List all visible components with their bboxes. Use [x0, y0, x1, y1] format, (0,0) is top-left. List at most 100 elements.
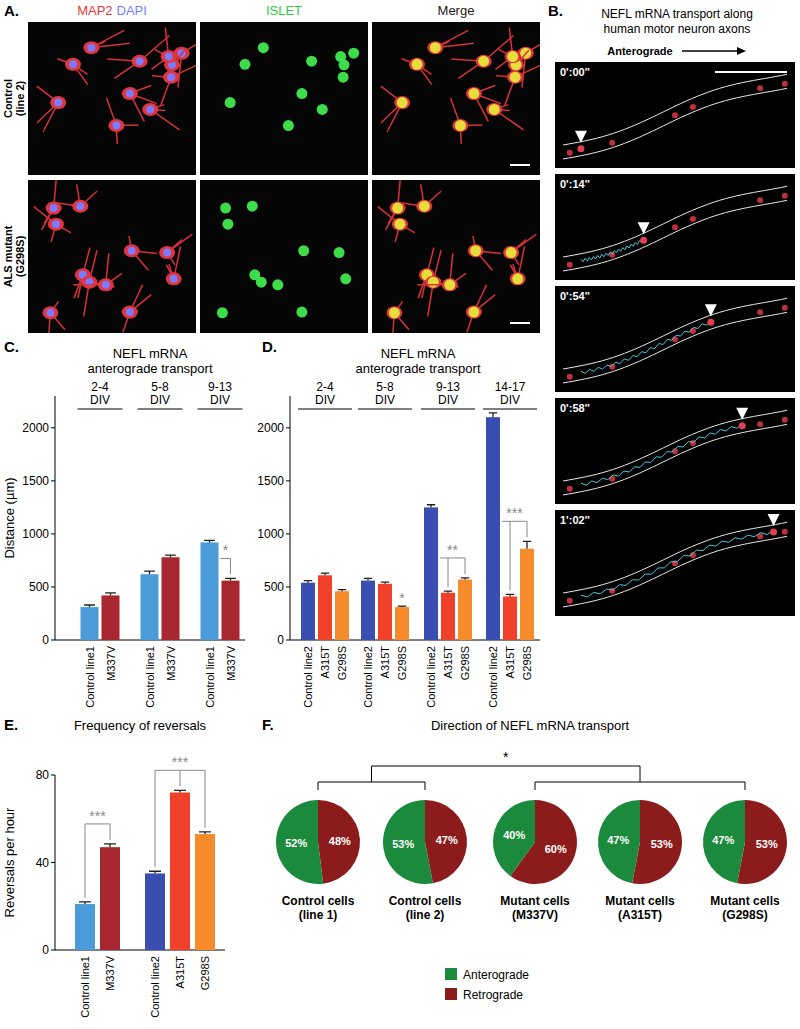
axon-outline: [563, 74, 787, 145]
micrograph: [28, 180, 196, 333]
axon-outline: [563, 536, 787, 607]
significance-drop: [527, 521, 528, 537]
significance: *: [399, 590, 405, 606]
video-frame: [555, 286, 795, 392]
legend-swatch: [445, 968, 457, 980]
bar-label-text: Control line2: [487, 646, 499, 708]
group-header: DIV: [90, 393, 110, 407]
error-bar: [338, 590, 346, 592]
significance-drop: [155, 770, 156, 867]
micrograph-background: [372, 22, 540, 175]
bar-label-text: M337V: [225, 645, 237, 681]
pie-slice: [425, 800, 467, 883]
group-header: DIV: [438, 393, 458, 407]
group-header-rule: [421, 409, 475, 410]
significance-drop: [230, 558, 231, 574]
group-header-rule: [298, 409, 352, 410]
y-axis-title-text: Reversals per hour: [2, 807, 17, 917]
error-bar: [461, 578, 469, 580]
video-frame: [555, 174, 795, 280]
cell-body: [425, 276, 441, 289]
group-header: 5-8: [376, 380, 394, 394]
bar: [222, 581, 240, 640]
nucleus: [256, 277, 267, 288]
y-tick-label: 2000: [22, 421, 49, 435]
panel-label: C.: [4, 338, 19, 355]
nucleus: [225, 97, 236, 108]
arrowhead-marker: [768, 514, 780, 526]
error-bar: [225, 578, 236, 580]
y-tick-label: 1500: [257, 474, 284, 488]
bar-label: G298S: [459, 646, 471, 680]
legend-swatch: [445, 988, 457, 1000]
group-header: 5-8: [151, 380, 169, 394]
bar-label: M337V: [225, 645, 237, 681]
row-label-line: (G298S): [14, 235, 26, 277]
nucleus: [512, 273, 523, 284]
mrna-granule: [567, 150, 573, 156]
bar: [100, 847, 120, 950]
group-header: DIV: [210, 393, 230, 407]
cell-body: [161, 50, 177, 63]
y-tick: [51, 862, 55, 863]
bar: [424, 507, 438, 640]
mrna-granule: [757, 197, 763, 203]
pie-name: (M337V): [512, 908, 558, 922]
y-tick: [286, 586, 290, 587]
significance-drop: [465, 558, 466, 574]
nucleus: [52, 220, 60, 228]
cell-body: [142, 103, 158, 116]
bar-label-text: Control line2: [362, 646, 374, 708]
error-bar: [364, 578, 372, 580]
significance-drop: [640, 766, 641, 782]
nucleus: [126, 308, 134, 316]
direction-arrowhead: [737, 47, 746, 55]
significance-label: *: [503, 749, 509, 765]
nucleus: [87, 44, 95, 52]
bar-label-text: Control line1: [204, 646, 216, 708]
slice-label: 53%: [756, 838, 778, 850]
pie-slice: [383, 800, 433, 884]
pie-name: (line 2): [406, 908, 445, 922]
error-bar: [444, 591, 452, 593]
bar-label: A315T: [379, 646, 391, 679]
significance-drop: [318, 782, 319, 790]
axon-outline: [563, 88, 787, 159]
panel-label: F.: [262, 716, 274, 733]
micrograph-background: [28, 180, 196, 333]
nucleus: [165, 53, 173, 61]
pie-name: Control cells: [389, 894, 462, 908]
nucleus: [272, 279, 283, 290]
bar-label-text: G298S: [199, 956, 211, 990]
y-tick: [51, 586, 55, 587]
tracked-granule: [739, 422, 746, 429]
timestamp: 0':14'': [560, 178, 590, 190]
slice-label: 60%: [545, 843, 567, 855]
cell-body: [427, 41, 443, 54]
legend-label: Retrograde: [463, 988, 523, 1002]
bar-label-text: G298S: [459, 646, 471, 680]
bar-label-text: Control line1: [84, 646, 96, 708]
track-trail: [581, 424, 742, 485]
column-header: MAP2DAPI: [77, 3, 147, 18]
error-bar: [489, 413, 497, 417]
cell-body: [65, 58, 81, 71]
bar-label: Control line1: [79, 956, 91, 1018]
error-bar: [104, 844, 116, 847]
group-header: 9-13: [208, 380, 232, 394]
pie-chart: F.Direction of NEFL mRNA transport48%52%…: [262, 716, 787, 1002]
mrna-granule: [782, 529, 788, 535]
cell-body: [452, 119, 468, 132]
error-bar: [204, 540, 215, 542]
nucleus: [506, 247, 517, 258]
significance: *: [221, 542, 231, 574]
nucleus: [217, 307, 228, 318]
bar-label: A315T: [442, 646, 454, 679]
cell-body: [72, 200, 88, 213]
column-header: Merge: [438, 3, 475, 18]
mrna-granule: [567, 486, 573, 492]
mrna-granule: [609, 476, 615, 482]
nucleus: [348, 48, 359, 59]
micrograph-background: [372, 180, 540, 333]
axon-outline: [563, 522, 787, 593]
